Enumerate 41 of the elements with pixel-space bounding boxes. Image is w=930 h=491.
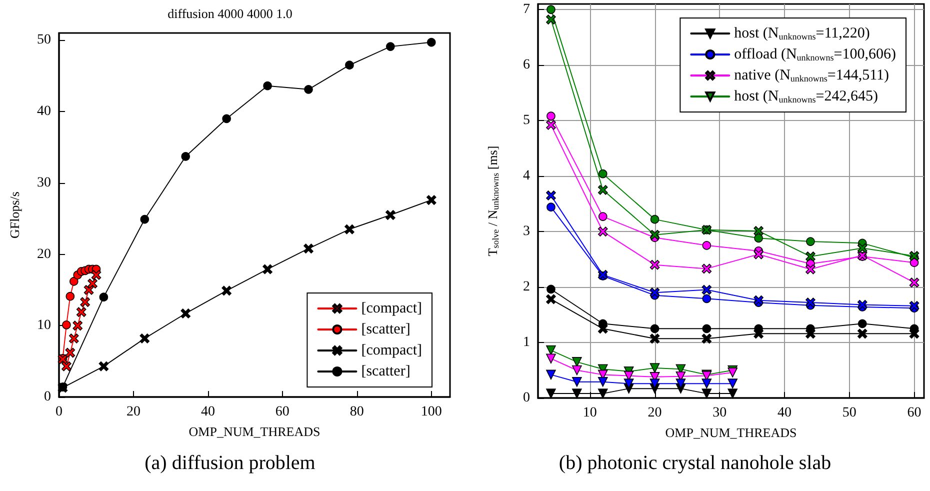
- x-tick-label: 40: [778, 406, 792, 420]
- x-tick-label: 40: [200, 404, 215, 420]
- y-axis-title: GFlops/s: [7, 192, 22, 238]
- y-tick-label: 0: [44, 390, 51, 404]
- x-tick-label: 60: [275, 404, 290, 420]
- legend-label: host (Nunknowns=242,645): [734, 88, 878, 104]
- legend-label: [scatter]: [361, 322, 410, 338]
- y-tick-label: 10: [37, 318, 51, 334]
- text: (a) diffusion problem: [144, 452, 316, 474]
- y-tick-label: 4: [523, 168, 530, 184]
- y-tick-label: 5: [523, 113, 530, 128]
- y-tick-label: 30: [37, 175, 51, 190]
- legend-label: [compact]: [361, 342, 422, 358]
- x-tick-label: 100: [420, 404, 442, 420]
- chart-title: diffusion 4000 4000 1.0: [168, 6, 292, 21]
- y-tick-label: 0: [523, 390, 530, 406]
- legend-label: offload (Nunknowns=100,606): [734, 46, 896, 62]
- x-axis-title: OMP_NUM_THREADS: [188, 424, 320, 439]
- y-tick-label: 3: [523, 224, 530, 240]
- text: (b) photonic crystal nanohole slab: [558, 452, 832, 474]
- x-tick-label: 20: [648, 406, 662, 420]
- x-tick-label: 0: [56, 404, 62, 420]
- x-tick-label: 10: [582, 406, 597, 420]
- y-axis-title: Tsolve / Nunknowns [ms]: [485, 146, 500, 256]
- x-tick-label: 80: [350, 404, 364, 420]
- legend-label: host (Nunknowns=11,220): [734, 26, 870, 42]
- x-tick-label: 50: [842, 406, 856, 420]
- y-tick-label: 6: [523, 58, 530, 73]
- legend-label: [scatter]: [361, 364, 410, 380]
- y-tick-label: 1: [523, 335, 530, 350]
- y-tick-label: 7: [523, 2, 530, 18]
- legend-label: native (Nunknowns=144,511): [734, 68, 890, 84]
- y-tick-label: 20: [37, 246, 51, 262]
- x-tick-label: 20: [126, 404, 140, 420]
- x-axis-title: OMP_NUM_THREADS: [665, 425, 797, 440]
- y-tick-label: 2: [523, 280, 530, 295]
- y-tick-label: 40: [37, 104, 51, 120]
- legend-label: [compact]: [361, 300, 422, 316]
- x-tick-label: 60: [907, 406, 922, 420]
- x-tick-label: 30: [712, 406, 727, 420]
- y-tick-label: 50: [37, 32, 51, 48]
